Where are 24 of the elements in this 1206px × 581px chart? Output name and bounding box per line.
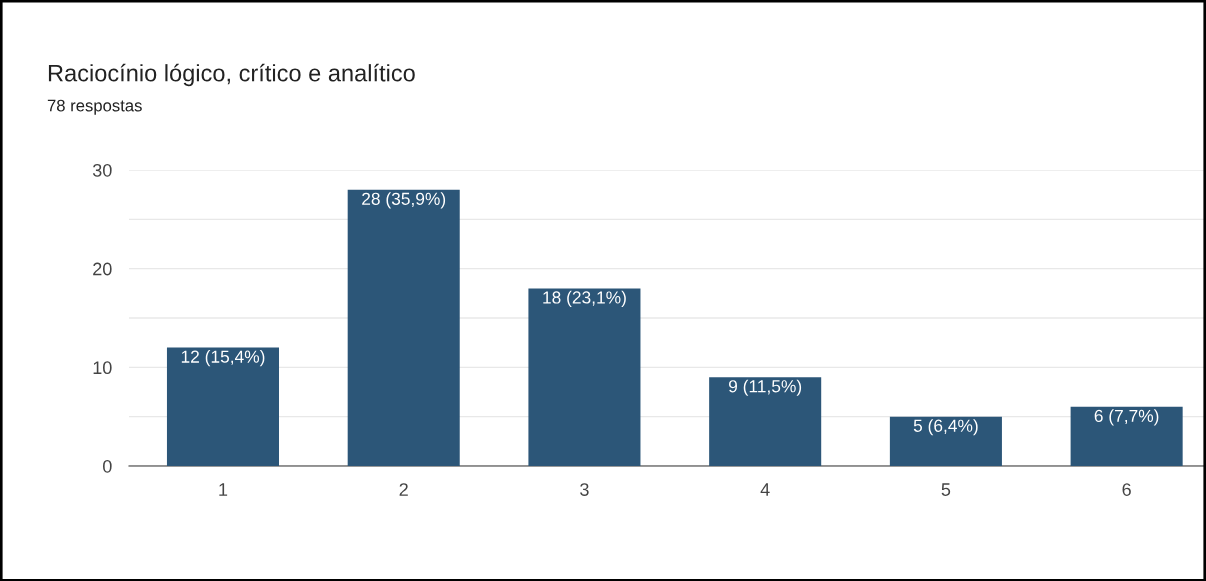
bar xyxy=(1070,406,1183,466)
x-tick-label: 4 xyxy=(760,483,770,496)
chart-title: Raciocínio lógico, crítico e analítico xyxy=(48,63,415,87)
x-tick-label: 2 xyxy=(399,483,408,496)
data-label: 6 (7,7%) xyxy=(1094,409,1159,426)
x-tick-label: 6 xyxy=(1122,483,1131,496)
x-tick-label: 5 xyxy=(941,483,951,496)
y-tick-label: 10 xyxy=(93,361,112,375)
x-tick-label: 3 xyxy=(580,483,589,496)
bar xyxy=(528,288,641,466)
chart-subtitle: 78 respostas xyxy=(47,99,142,115)
data-label: 28 (35,9%) xyxy=(362,192,446,209)
data-label: 18 (23,1%) xyxy=(543,290,626,308)
y-tick-label: 20 xyxy=(93,262,112,276)
data-label: 12 (15,4%) xyxy=(181,350,265,367)
x-tick-label: 1 xyxy=(219,483,228,496)
bar xyxy=(889,416,1002,466)
bar xyxy=(166,347,280,466)
data-label: 9 (11,5%) xyxy=(729,379,802,396)
bar xyxy=(709,377,822,466)
y-tick-label: 0 xyxy=(103,459,112,473)
bar xyxy=(347,189,460,466)
y-tick-label: 30 xyxy=(92,163,112,177)
data-label: 5 (6,4%) xyxy=(913,419,978,436)
